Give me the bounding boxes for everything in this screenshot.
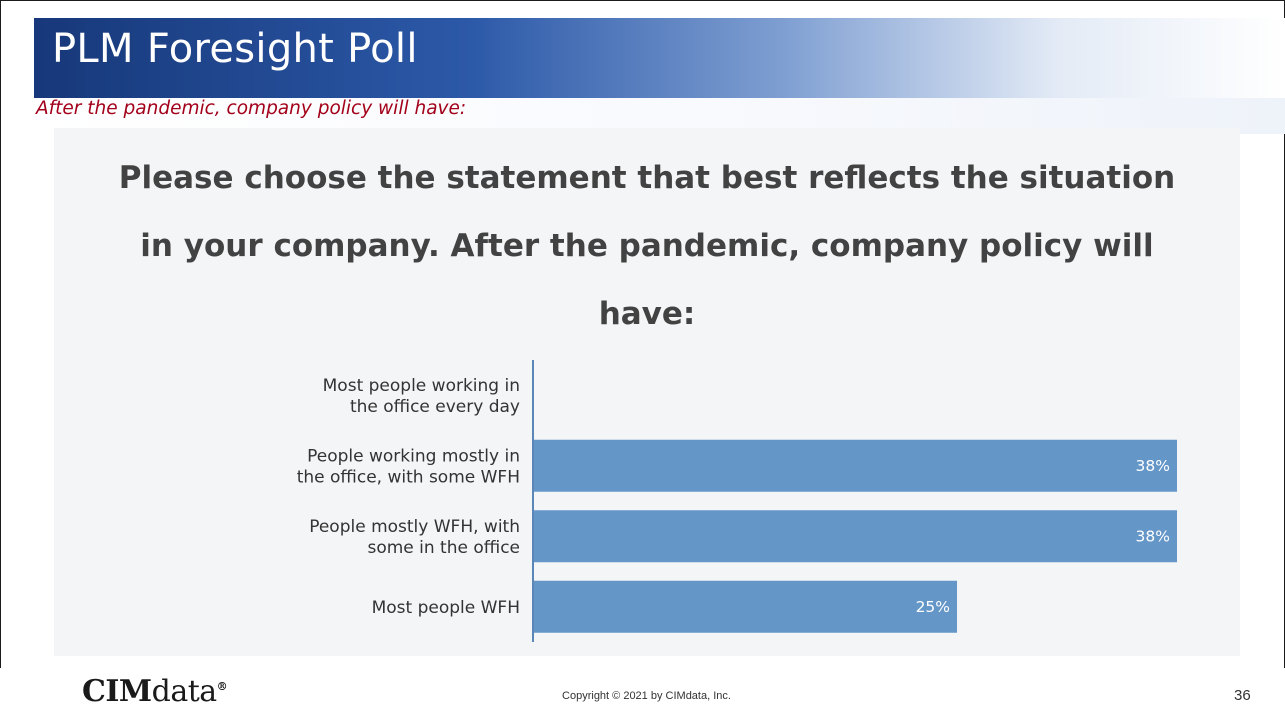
- question-line-2: in your company. After the pandemic, com…: [140, 228, 1154, 264]
- category-label-0-0: Most people working in: [323, 376, 520, 396]
- poll-question: Please choose the statement that best re…: [54, 144, 1240, 348]
- category-label-0-1: the office every day: [350, 397, 520, 417]
- copyright-text: Copyright © 2021 by CIMdata, Inc.: [562, 690, 731, 702]
- bar-2: [534, 510, 1177, 563]
- cimdata-logo: CIMdata®: [82, 674, 228, 709]
- category-label-2-0: People mostly WFH, with: [309, 517, 520, 537]
- logo-registered-mark: ®: [216, 680, 228, 693]
- page-title: PLM Foresight Poll: [52, 26, 418, 72]
- category-label-1-0: People working mostly in: [307, 446, 520, 466]
- category-label-2-1: some in the office: [367, 538, 520, 558]
- page-subtitle: After the pandemic, company policy will …: [36, 98, 467, 119]
- question-line-3: have:: [598, 296, 696, 332]
- bar-value-label-3: 25%: [916, 598, 950, 616]
- page-number: 36: [1234, 687, 1251, 704]
- category-label-1-1: the office, with some WFH: [297, 467, 520, 487]
- bar-1: [534, 439, 1177, 492]
- logo-cim: CIM: [82, 674, 152, 709]
- poll-panel: [54, 128, 1240, 656]
- bar-value-label-2: 38%: [1136, 527, 1170, 545]
- category-label-3-0: Most people WFH: [372, 598, 520, 618]
- bar-3: [534, 580, 958, 633]
- logo-data: data: [151, 674, 218, 709]
- question-line-1: Please choose the statement that best re…: [118, 160, 1176, 196]
- bar-value-label-1: 38%: [1136, 457, 1170, 475]
- footer: [0, 668, 1285, 721]
